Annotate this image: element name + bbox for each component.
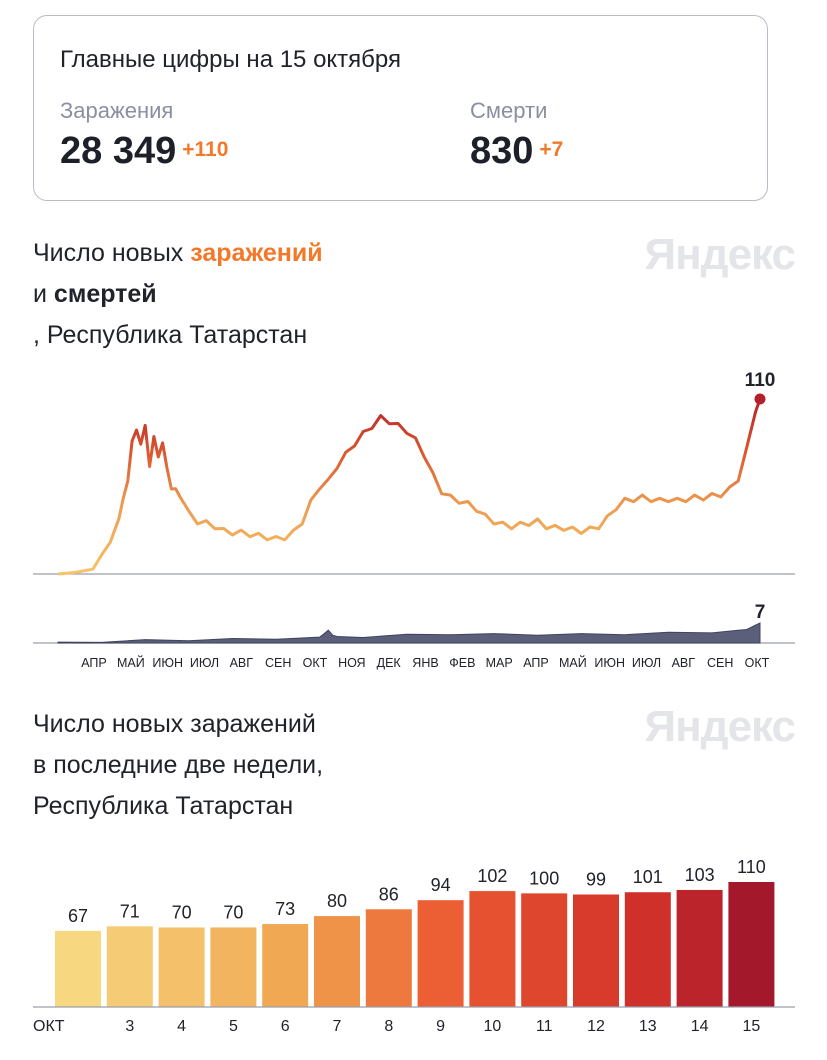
- infections-stat: Заражения 28 349 +110: [60, 98, 228, 173]
- deaths-value: 830: [470, 130, 534, 172]
- month-tick-label: ДЕК: [377, 656, 402, 670]
- bar: [469, 891, 516, 1007]
- month-tick-label: ИЮН: [594, 656, 625, 670]
- bar: [521, 893, 568, 1007]
- deaths-label: Смерти: [470, 98, 548, 123]
- bar-value-label: 110: [737, 857, 766, 877]
- bar-category-label: 7: [333, 1018, 342, 1035]
- bar-value-label: 71: [120, 901, 140, 921]
- bar: [106, 926, 153, 1007]
- month-tick-label: МАР: [486, 656, 513, 670]
- bar-value-label: 100: [529, 868, 559, 888]
- bar-category-label: 5: [229, 1018, 238, 1035]
- line-chart: 110 7 АПР МАЙ ИЮН ИЮЛ АВГ СЕН ОКТ НОЯ ДЕК ЯНВ ФЕВ МА…: [33, 370, 795, 670]
- bar-value-label: 67: [68, 906, 88, 926]
- bar-chart-title: Число новых заражений в последние две не…: [33, 704, 323, 827]
- infections-peak-label: 110: [745, 370, 776, 391]
- month-tick-label: АПР: [81, 656, 107, 670]
- title-part-deaths: смертей: [53, 280, 157, 308]
- month-tick-label: ОКТ: [303, 656, 328, 670]
- deaths-delta: +7: [539, 138, 564, 161]
- bar-category-label: 3: [125, 1018, 134, 1035]
- bar: [262, 924, 309, 1007]
- month-tick-label: АВГ: [672, 656, 696, 670]
- bar-title-line-1: Число новых заражений: [33, 710, 316, 738]
- bar-value-label: 86: [379, 884, 399, 904]
- summary-card: Главные цифры на 15 октября Заражения 28…: [33, 15, 768, 201]
- deaths-stat: Смерти 830 +7: [470, 98, 563, 173]
- bar-value-label: 70: [172, 902, 192, 922]
- month-tick-label: ИЮЛ: [190, 656, 219, 670]
- bar-category-label: 12: [587, 1018, 605, 1035]
- infections-label: Заражения: [60, 98, 174, 123]
- bar-category-label: 9: [436, 1018, 445, 1035]
- bar-value-label: 80: [327, 891, 347, 911]
- month-tick-label: ИЮЛ: [632, 656, 661, 670]
- title-part-3: и: [33, 280, 54, 308]
- bar-value-label: 94: [431, 875, 451, 895]
- bar-category-label: ОКТ: [33, 1018, 65, 1035]
- month-tick-label: ИЮН: [152, 656, 183, 670]
- line-chart-title: Число новых заражений и смертей , Респуб…: [33, 233, 323, 356]
- bar-category-label: 15: [743, 1018, 761, 1035]
- bar: [314, 916, 360, 1007]
- bar-category-label: 8: [384, 1018, 393, 1035]
- bar: [676, 889, 723, 1007]
- title-part-region: , Республика Татарстан: [33, 321, 308, 349]
- bar: [624, 892, 671, 1007]
- month-tick-label: ФЕВ: [449, 656, 475, 670]
- bar-category-label: 13: [639, 1018, 657, 1035]
- bar-value-label: 102: [477, 866, 507, 886]
- bar-category-label: 14: [691, 1018, 709, 1035]
- bar: [55, 930, 101, 1007]
- bar: [210, 927, 257, 1007]
- yandex-watermark-1: Яндекс: [644, 230, 796, 279]
- bar-value-label: 103: [685, 865, 715, 885]
- title-part-1: Число новых: [33, 239, 191, 267]
- month-tick-label: СЕН: [707, 656, 733, 670]
- bar-category-label: 4: [177, 1018, 186, 1035]
- title-part-infections: заражений: [190, 239, 323, 267]
- bar-title-line-2: в последние две недели,: [33, 751, 324, 779]
- bar-category-label: 6: [281, 1018, 290, 1035]
- infections-line: [57, 398, 762, 576]
- month-tick-label: МАЙ: [117, 655, 145, 670]
- month-tick-label: НОЯ: [338, 656, 366, 670]
- month-tick-label: АПР: [523, 656, 549, 670]
- infections-value: 28 349: [60, 130, 177, 172]
- bar-category-label: 11: [536, 1018, 553, 1035]
- bar-value-label: 101: [633, 867, 663, 887]
- bar-value-label: 73: [275, 899, 295, 919]
- bar-value-label: 70: [223, 902, 243, 922]
- bar-category-label: 10: [484, 1018, 502, 1035]
- bar: [417, 900, 464, 1007]
- month-tick-label: АВГ: [230, 656, 254, 670]
- month-tick-label: МАЙ: [559, 655, 587, 670]
- bar: [573, 894, 619, 1007]
- bar: [158, 927, 205, 1007]
- bar-value-label: 99: [586, 870, 606, 890]
- month-tick-label: СЕН: [265, 656, 291, 670]
- deaths-peak-label: 7: [755, 602, 766, 623]
- bar: [365, 909, 412, 1007]
- infections-peak-point: [754, 393, 766, 405]
- infections-delta: +110: [182, 138, 229, 161]
- yandex-watermark-2: Яндекс: [644, 702, 796, 751]
- bar: [728, 882, 775, 1007]
- month-tick-label: ЯНВ: [412, 656, 438, 670]
- month-tick-label: ОКТ: [745, 656, 770, 670]
- bar-title-line-3: Республика Татарстан: [33, 792, 294, 820]
- summary-title: Главные цифры на 15 октября: [60, 46, 401, 73]
- deaths-area: [57, 622, 761, 644]
